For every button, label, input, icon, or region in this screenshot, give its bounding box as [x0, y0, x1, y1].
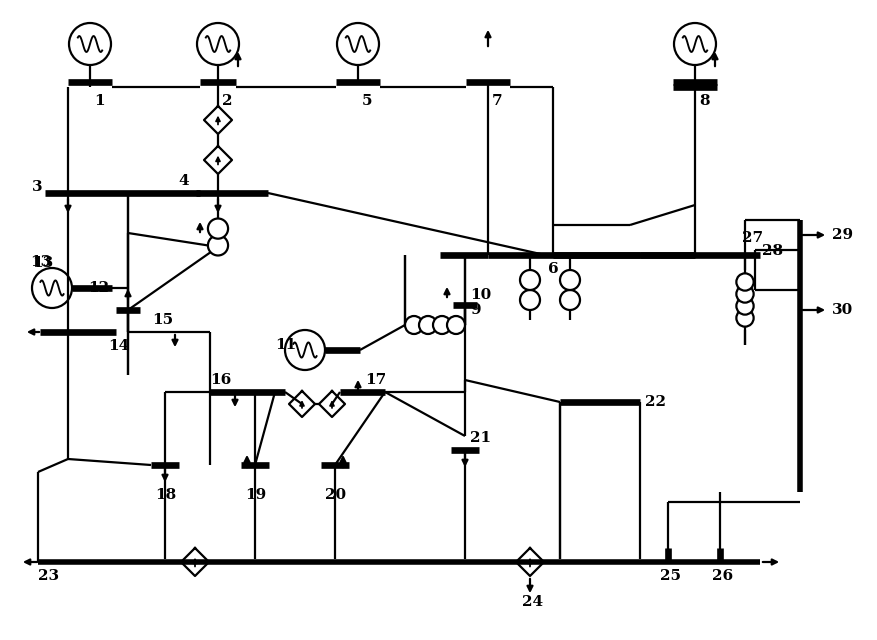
Circle shape [418, 316, 437, 334]
Text: 18: 18 [155, 488, 176, 502]
Text: 6: 6 [547, 262, 558, 276]
Text: 15: 15 [152, 313, 173, 327]
Text: 20: 20 [324, 488, 346, 502]
Circle shape [404, 316, 423, 334]
Text: 12: 12 [88, 281, 109, 295]
Circle shape [208, 236, 228, 255]
Text: 21: 21 [469, 431, 490, 445]
Text: 5: 5 [361, 94, 372, 108]
Text: 24: 24 [522, 595, 543, 609]
Text: 14: 14 [108, 339, 129, 353]
Text: 13: 13 [32, 256, 53, 270]
Circle shape [432, 316, 451, 334]
Text: 23: 23 [38, 569, 59, 583]
Text: 25: 25 [660, 569, 681, 583]
Text: 4: 4 [178, 174, 189, 188]
Text: 3: 3 [32, 180, 43, 194]
Text: 22: 22 [645, 395, 666, 409]
Text: 2: 2 [222, 94, 232, 108]
Text: 28: 28 [761, 244, 782, 258]
Circle shape [736, 285, 752, 303]
Circle shape [208, 218, 228, 239]
Text: 30: 30 [831, 303, 852, 317]
Circle shape [560, 270, 580, 290]
Text: 27: 27 [741, 231, 762, 245]
Text: 8: 8 [698, 94, 709, 108]
Text: 16: 16 [210, 373, 231, 387]
Text: 11: 11 [275, 338, 296, 352]
Circle shape [560, 290, 580, 310]
Circle shape [519, 290, 539, 310]
Text: 10: 10 [469, 288, 491, 302]
Circle shape [736, 309, 752, 326]
Text: 19: 19 [245, 488, 266, 502]
Text: 13: 13 [30, 255, 51, 269]
Text: 9: 9 [469, 303, 480, 317]
Text: 17: 17 [365, 373, 386, 387]
Text: 26: 26 [711, 569, 732, 583]
Circle shape [446, 316, 465, 334]
Text: 29: 29 [831, 228, 852, 242]
Text: 1: 1 [94, 94, 104, 108]
Text: 7: 7 [491, 94, 502, 108]
Circle shape [736, 298, 752, 315]
Circle shape [736, 273, 752, 291]
Circle shape [519, 270, 539, 290]
